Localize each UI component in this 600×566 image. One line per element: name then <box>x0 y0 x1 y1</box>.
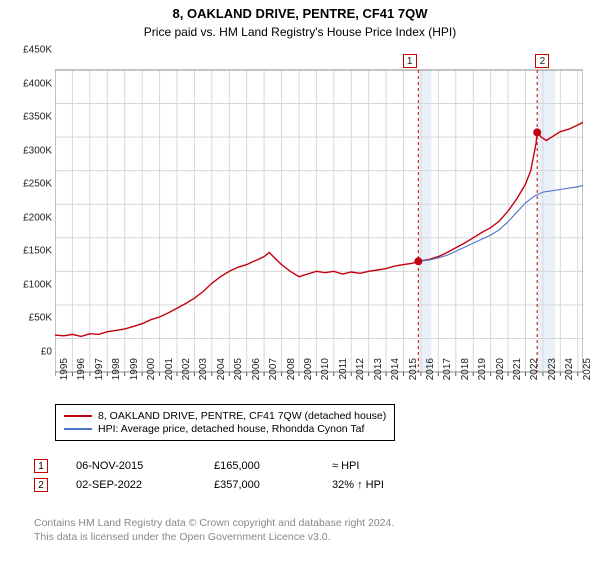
sale-comparison: ≈ HPI <box>332 460 422 472</box>
y-tick-label: £450K <box>23 45 52 56</box>
x-tick-label: 2016 <box>425 358 436 380</box>
x-tick-label: 1998 <box>111 358 122 380</box>
x-tick-label: 2008 <box>286 358 297 380</box>
legend-row: 8, OAKLAND DRIVE, PENTRE, CF41 7QW (deta… <box>64 410 386 422</box>
chart-marker-label: 1 <box>403 54 417 68</box>
price-chart <box>55 50 583 392</box>
sale-row: 1 06-NOV-2015 £165,000 ≈ HPI <box>34 459 422 473</box>
chart-container: £0 £50K £100K £150K £200K £250K £300K £350K £400… <box>0 50 600 390</box>
x-tick-label: 1996 <box>76 358 87 380</box>
x-tick-label: 2013 <box>373 358 384 380</box>
footer: Contains HM Land Registry data © Crown c… <box>34 516 394 544</box>
x-tick-label: 2018 <box>460 358 471 380</box>
legend-label: HPI: Average price, detached house, Rhon… <box>98 423 364 435</box>
y-tick-label: £400K <box>23 78 52 89</box>
x-tick-label: 2011 <box>338 358 349 380</box>
x-tick-label: 2002 <box>181 358 192 380</box>
y-tick-label: £100K <box>23 279 52 290</box>
page-subtitle: Price paid vs. HM Land Registry's House … <box>0 25 600 39</box>
legend-swatch <box>64 415 92 417</box>
sale-date: 02-SEP-2022 <box>76 479 186 491</box>
y-tick-label: £0 <box>41 347 52 358</box>
y-tick-label: £250K <box>23 179 52 190</box>
x-tick-label: 2015 <box>408 358 419 380</box>
page-title: 8, OAKLAND DRIVE, PENTRE, CF41 7QW <box>0 6 600 21</box>
x-tick-label: 1995 <box>59 358 70 380</box>
legend-label: 8, OAKLAND DRIVE, PENTRE, CF41 7QW (deta… <box>98 410 386 422</box>
x-tick-label: 2001 <box>164 358 175 380</box>
x-tick-label: 2022 <box>529 358 540 380</box>
x-tick-label: 2003 <box>198 358 209 380</box>
y-tick-label: £350K <box>23 112 52 123</box>
y-tick-label: £300K <box>23 145 52 156</box>
x-tick-label: 2023 <box>547 358 558 380</box>
sale-marker: 1 <box>34 459 48 473</box>
x-tick-label: 2014 <box>390 358 401 380</box>
x-tick-label: 2020 <box>495 358 506 380</box>
legend-row: HPI: Average price, detached house, Rhon… <box>64 423 386 435</box>
x-tick-label: 2000 <box>146 358 157 380</box>
x-tick-label: 2024 <box>564 358 575 380</box>
y-tick-label: £150K <box>23 246 52 257</box>
x-tick-label: 2019 <box>477 358 488 380</box>
sale-comparison: 32% ↑ HPI <box>332 479 422 491</box>
footer-copyright: Contains HM Land Registry data © Crown c… <box>34 516 394 530</box>
x-tick-label: 2025 <box>582 358 593 380</box>
x-tick-label: 2017 <box>442 358 453 380</box>
x-tick-label: 2006 <box>251 358 262 380</box>
x-tick-label: 2004 <box>216 358 227 380</box>
sale-price: £357,000 <box>214 479 304 491</box>
y-tick-label: £200K <box>23 212 52 223</box>
y-tick-label: £50K <box>29 313 52 324</box>
sale-row: 2 02-SEP-2022 £357,000 32% ↑ HPI <box>34 478 422 492</box>
sale-marker: 2 <box>34 478 48 492</box>
x-tick-label: 1999 <box>129 358 140 380</box>
sale-date: 06-NOV-2015 <box>76 460 186 472</box>
x-tick-label: 2009 <box>303 358 314 380</box>
x-tick-label: 2010 <box>320 358 331 380</box>
legend-swatch <box>64 428 92 430</box>
x-tick-label: 2012 <box>355 358 366 380</box>
legend: 8, OAKLAND DRIVE, PENTRE, CF41 7QW (deta… <box>55 404 395 441</box>
chart-marker-label: 2 <box>535 54 549 68</box>
x-tick-label: 2021 <box>512 358 523 380</box>
sale-price: £165,000 <box>214 460 304 472</box>
sales-table: 1 06-NOV-2015 £165,000 ≈ HPI 2 02-SEP-20… <box>34 454 422 497</box>
footer-license: This data is licensed under the Open Gov… <box>34 530 394 544</box>
x-tick-label: 1997 <box>94 358 105 380</box>
x-tick-label: 2005 <box>233 358 244 380</box>
x-tick-label: 2007 <box>268 358 279 380</box>
